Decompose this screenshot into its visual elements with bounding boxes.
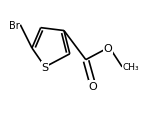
Text: O: O bbox=[103, 44, 112, 54]
Text: Br: Br bbox=[9, 21, 20, 30]
Text: S: S bbox=[41, 62, 49, 72]
Text: O: O bbox=[89, 81, 97, 91]
Text: CH₃: CH₃ bbox=[123, 63, 140, 72]
